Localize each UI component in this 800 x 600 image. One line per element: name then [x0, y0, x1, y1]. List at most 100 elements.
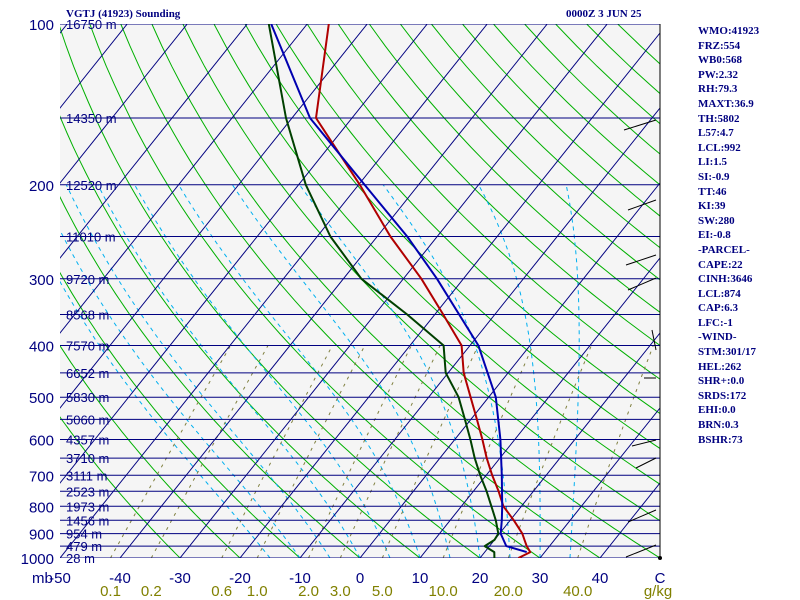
index-value: L57:4.7	[698, 127, 734, 140]
isotherm-line	[239, 32, 660, 558]
moist-adiabat-line	[231, 184, 451, 558]
wind-barb	[625, 254, 657, 266]
index-value: PW:2.32	[698, 68, 739, 81]
index-value: SW:280	[698, 214, 735, 227]
index-value: KI:39	[698, 200, 726, 213]
plot-background	[60, 24, 660, 558]
pressure-tick-label: 500	[29, 390, 54, 407]
mixing-ratio-label: 3.0	[330, 583, 351, 600]
mixing-ratio-label: 10.0	[428, 583, 457, 600]
height-label: 5060 m	[66, 412, 109, 427]
isotherm-line	[479, 332, 660, 558]
mixing-ratio-label: 0.2	[141, 583, 162, 600]
pressure-tick-label: 900	[29, 527, 54, 544]
index-value: SI:-0.9	[698, 170, 730, 183]
temperature-tick-label: 0	[356, 570, 364, 587]
index-value: RH:79.3	[698, 83, 738, 96]
temperature-tick-label: -30	[169, 570, 191, 587]
moist-adiabat-line	[382, 184, 511, 558]
temperature-tick-label: -10	[289, 570, 311, 587]
height-label: 3710 m	[66, 451, 109, 466]
wind-barb	[625, 544, 657, 558]
isotherm-line	[539, 407, 660, 558]
mixing-ratio-label: 0.6	[211, 583, 232, 600]
pressure-tick-label: 400	[29, 339, 54, 356]
wind-barb	[623, 119, 657, 131]
temperature-tick-label: -50	[49, 570, 71, 587]
height-label: 11010 m	[66, 230, 116, 245]
pressure-tick-label: 800	[29, 499, 54, 516]
isotherm-line	[60, 24, 308, 334]
wind-barb	[631, 439, 657, 447]
index-value: LFC:-1	[698, 316, 733, 329]
index-value: BRN:0.3	[698, 419, 739, 432]
index-value: HEL:262	[698, 360, 742, 373]
moist-adiabat-line	[565, 184, 580, 558]
isotherm-line	[60, 24, 428, 484]
isotherm-line	[0, 24, 7, 558]
height-label: 7570 m	[66, 339, 109, 354]
pressure-tick-label: 300	[29, 272, 54, 289]
isotherm-line	[359, 182, 660, 558]
temperature-unit-label: C	[655, 570, 666, 587]
temperature-tick-label: 40	[592, 570, 609, 587]
index-value: EI:-0.8	[698, 229, 731, 242]
temperature-tick-label: 30	[532, 570, 549, 587]
index-value: -PARCEL-	[698, 243, 750, 256]
index-value: CINH:3646	[698, 273, 753, 286]
isotherm-line	[60, 24, 248, 259]
mixing-ratio-label: 2.0	[298, 583, 319, 600]
pressure-tick-label: 1000	[21, 551, 54, 568]
isotherm-line	[60, 24, 188, 184]
index-value: CAP:6.3	[698, 302, 739, 315]
index-value: TH:5802	[698, 112, 740, 125]
temperature-trace	[315, 24, 532, 558]
height-label: 1973 m	[66, 499, 109, 514]
height-label: 4357 m	[66, 433, 109, 448]
dewpoint-trace	[267, 24, 500, 558]
height-label: 5830 m	[66, 390, 109, 405]
index-value: WMO:41923	[698, 25, 760, 37]
isotherm-line	[60, 24, 488, 558]
wind-barb	[627, 199, 657, 211]
height-label: 479 m	[66, 539, 102, 554]
pressure-tick-label: 200	[29, 178, 54, 195]
wind-barb	[651, 329, 657, 351]
index-value: EHI:0.0	[698, 404, 736, 417]
index-value: -WIND-	[698, 331, 737, 344]
sounding-time: 0000Z 3 JUN 25	[566, 8, 642, 20]
pressure-tick-label: 100	[29, 17, 54, 34]
height-label: 954 m	[66, 527, 102, 542]
pressure-tick-label: 600	[29, 433, 54, 450]
index-value: CAPE:22	[698, 258, 743, 271]
index-value: WB0:568	[698, 54, 742, 67]
index-value: SHR+:0.0	[698, 375, 745, 388]
mixing-ratio-label: 0.1	[100, 583, 121, 600]
parcel-trace	[270, 24, 527, 554]
index-value: SRDS:172	[698, 389, 747, 402]
index-value: MAXT:36.9	[698, 97, 754, 110]
height-label: 9720 m	[66, 272, 109, 287]
moist-adiabat-line	[478, 184, 541, 558]
pressure-tick-label: 700	[29, 468, 54, 485]
height-label: 28 m	[66, 551, 95, 566]
height-label: 8568 m	[66, 308, 109, 323]
index-value: FRZ:554	[698, 39, 741, 52]
temperature-tick-label: 20	[472, 570, 489, 587]
height-label: 1456 m	[66, 513, 109, 528]
index-value: TT:46	[698, 185, 727, 198]
isotherm-line	[119, 24, 548, 558]
height-label: 12520 m	[66, 178, 117, 193]
wind-barb	[627, 277, 657, 291]
height-label: 6652 m	[66, 366, 109, 381]
index-value: LCL:874	[698, 287, 741, 300]
index-value: STM:301/17	[698, 346, 757, 359]
isotherm-line	[299, 107, 660, 558]
index-value: LI:1.5	[698, 156, 728, 169]
wind-base-dot	[658, 556, 662, 560]
mixing-ratio-label: 20.0	[494, 583, 523, 600]
wind-barb	[627, 509, 657, 523]
temperature-tick-label: -40	[109, 570, 131, 587]
index-value: LCL:992	[698, 141, 741, 154]
